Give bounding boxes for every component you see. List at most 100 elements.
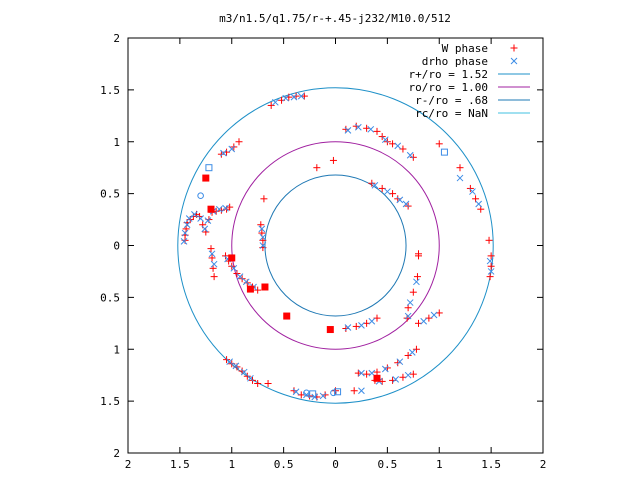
red-square-marker	[207, 205, 215, 213]
red-square-marker	[283, 312, 291, 320]
plus-marker	[415, 319, 422, 327]
cross-marker	[232, 362, 240, 370]
cross-marker	[259, 242, 267, 249]
cross-marker	[392, 375, 400, 383]
plus-marker	[209, 264, 217, 272]
plus-marker	[394, 359, 402, 367]
cross-marker	[344, 324, 352, 331]
x-tick-label: 2	[540, 458, 547, 471]
blue-square-marker	[440, 148, 448, 156]
cross-marker	[242, 278, 250, 286]
cross-marker	[180, 237, 188, 245]
plus-marker	[415, 250, 422, 258]
plus-marker	[363, 319, 371, 327]
cross-marker	[303, 391, 310, 399]
plus-marker	[510, 44, 518, 52]
blue-circle-marker	[303, 389, 310, 397]
cross-marker	[297, 92, 305, 100]
cross-marker	[220, 149, 227, 157]
plus-marker	[486, 273, 494, 281]
plus-marker	[257, 221, 265, 229]
x-tick-label: 1.5	[170, 458, 190, 471]
plus-marker	[208, 254, 216, 262]
plus-marker	[182, 225, 190, 233]
plus-marker	[485, 236, 493, 244]
circle-r-0-68	[264, 174, 407, 317]
x-tick-label: 0.5	[274, 458, 294, 471]
plus-marker	[350, 387, 358, 395]
cross-marker	[430, 311, 438, 319]
y-tick-label: 1	[113, 136, 120, 149]
cross-marker	[228, 145, 236, 153]
cross-marker	[371, 181, 379, 189]
cross-marker	[215, 205, 223, 213]
plus-marker	[404, 351, 412, 359]
plus-marker	[260, 195, 268, 203]
cross-marker	[185, 215, 193, 222]
cross-marker	[469, 188, 476, 195]
plus-marker	[409, 288, 417, 296]
y-tick-label: 0.5	[100, 291, 120, 304]
cross-marker	[208, 250, 216, 258]
legend-label: rc/ro = NaN	[415, 107, 488, 120]
cross-marker	[381, 365, 389, 373]
cross-marker	[319, 392, 327, 400]
cross-marker	[290, 93, 298, 101]
plus-marker	[300, 92, 308, 100]
plus-marker	[342, 325, 350, 332]
y-tick-label: 1.5	[100, 395, 120, 408]
cross-marker	[381, 136, 389, 144]
circle-r-1-52	[177, 87, 494, 404]
cross-marker	[368, 317, 376, 325]
cross-marker	[282, 94, 290, 102]
cross-marker	[259, 233, 267, 241]
cross-marker	[404, 371, 412, 379]
x-tick-label: 2	[125, 458, 132, 471]
data-points	[180, 92, 495, 401]
plus-marker	[477, 205, 485, 213]
plus-marker	[383, 364, 391, 372]
plus-marker	[409, 153, 417, 161]
x-tick-label: 1.5	[481, 458, 501, 471]
y-tick-label: 1.5	[100, 84, 120, 97]
cross-marker	[292, 388, 300, 396]
red-square-marker	[202, 174, 210, 182]
cross-marker	[236, 273, 244, 280]
cross-marker	[210, 260, 218, 268]
plus-marker	[210, 273, 218, 281]
plus-marker	[226, 203, 234, 211]
legend-label: r+/ro = 1.52	[409, 68, 488, 81]
cross-marker	[367, 125, 375, 133]
cross-marker	[230, 264, 238, 272]
plus-marker	[235, 138, 243, 146]
plus-marker	[258, 229, 266, 237]
cross-marker	[226, 358, 234, 366]
plus-marker	[254, 379, 262, 387]
plus-marker	[243, 372, 251, 380]
red-square-marker	[246, 285, 254, 293]
red-square-marker	[326, 326, 334, 334]
legend-label: r-/ro = .68	[415, 94, 488, 107]
y-tick-label: 1	[113, 343, 120, 356]
plus-marker	[292, 92, 300, 100]
plus-marker	[207, 245, 215, 253]
plus-marker	[403, 314, 411, 322]
plus-marker	[313, 164, 321, 172]
cross-marker	[358, 387, 365, 395]
cross-marker	[487, 268, 495, 275]
plus-marker	[196, 212, 204, 220]
cross-marker	[258, 225, 266, 233]
plus-marker	[404, 304, 412, 312]
plus-marker	[378, 133, 386, 141]
legend-label: drho phase	[422, 55, 488, 68]
blue-square-marker	[309, 390, 317, 398]
cross-marker	[247, 374, 254, 382]
plus-marker	[321, 391, 329, 399]
red-square-marker	[228, 254, 236, 262]
plus-marker	[394, 195, 402, 203]
cross-marker	[181, 229, 189, 237]
cross-marker	[354, 123, 362, 131]
cross-marker	[240, 368, 248, 376]
cross-marker	[204, 217, 212, 224]
